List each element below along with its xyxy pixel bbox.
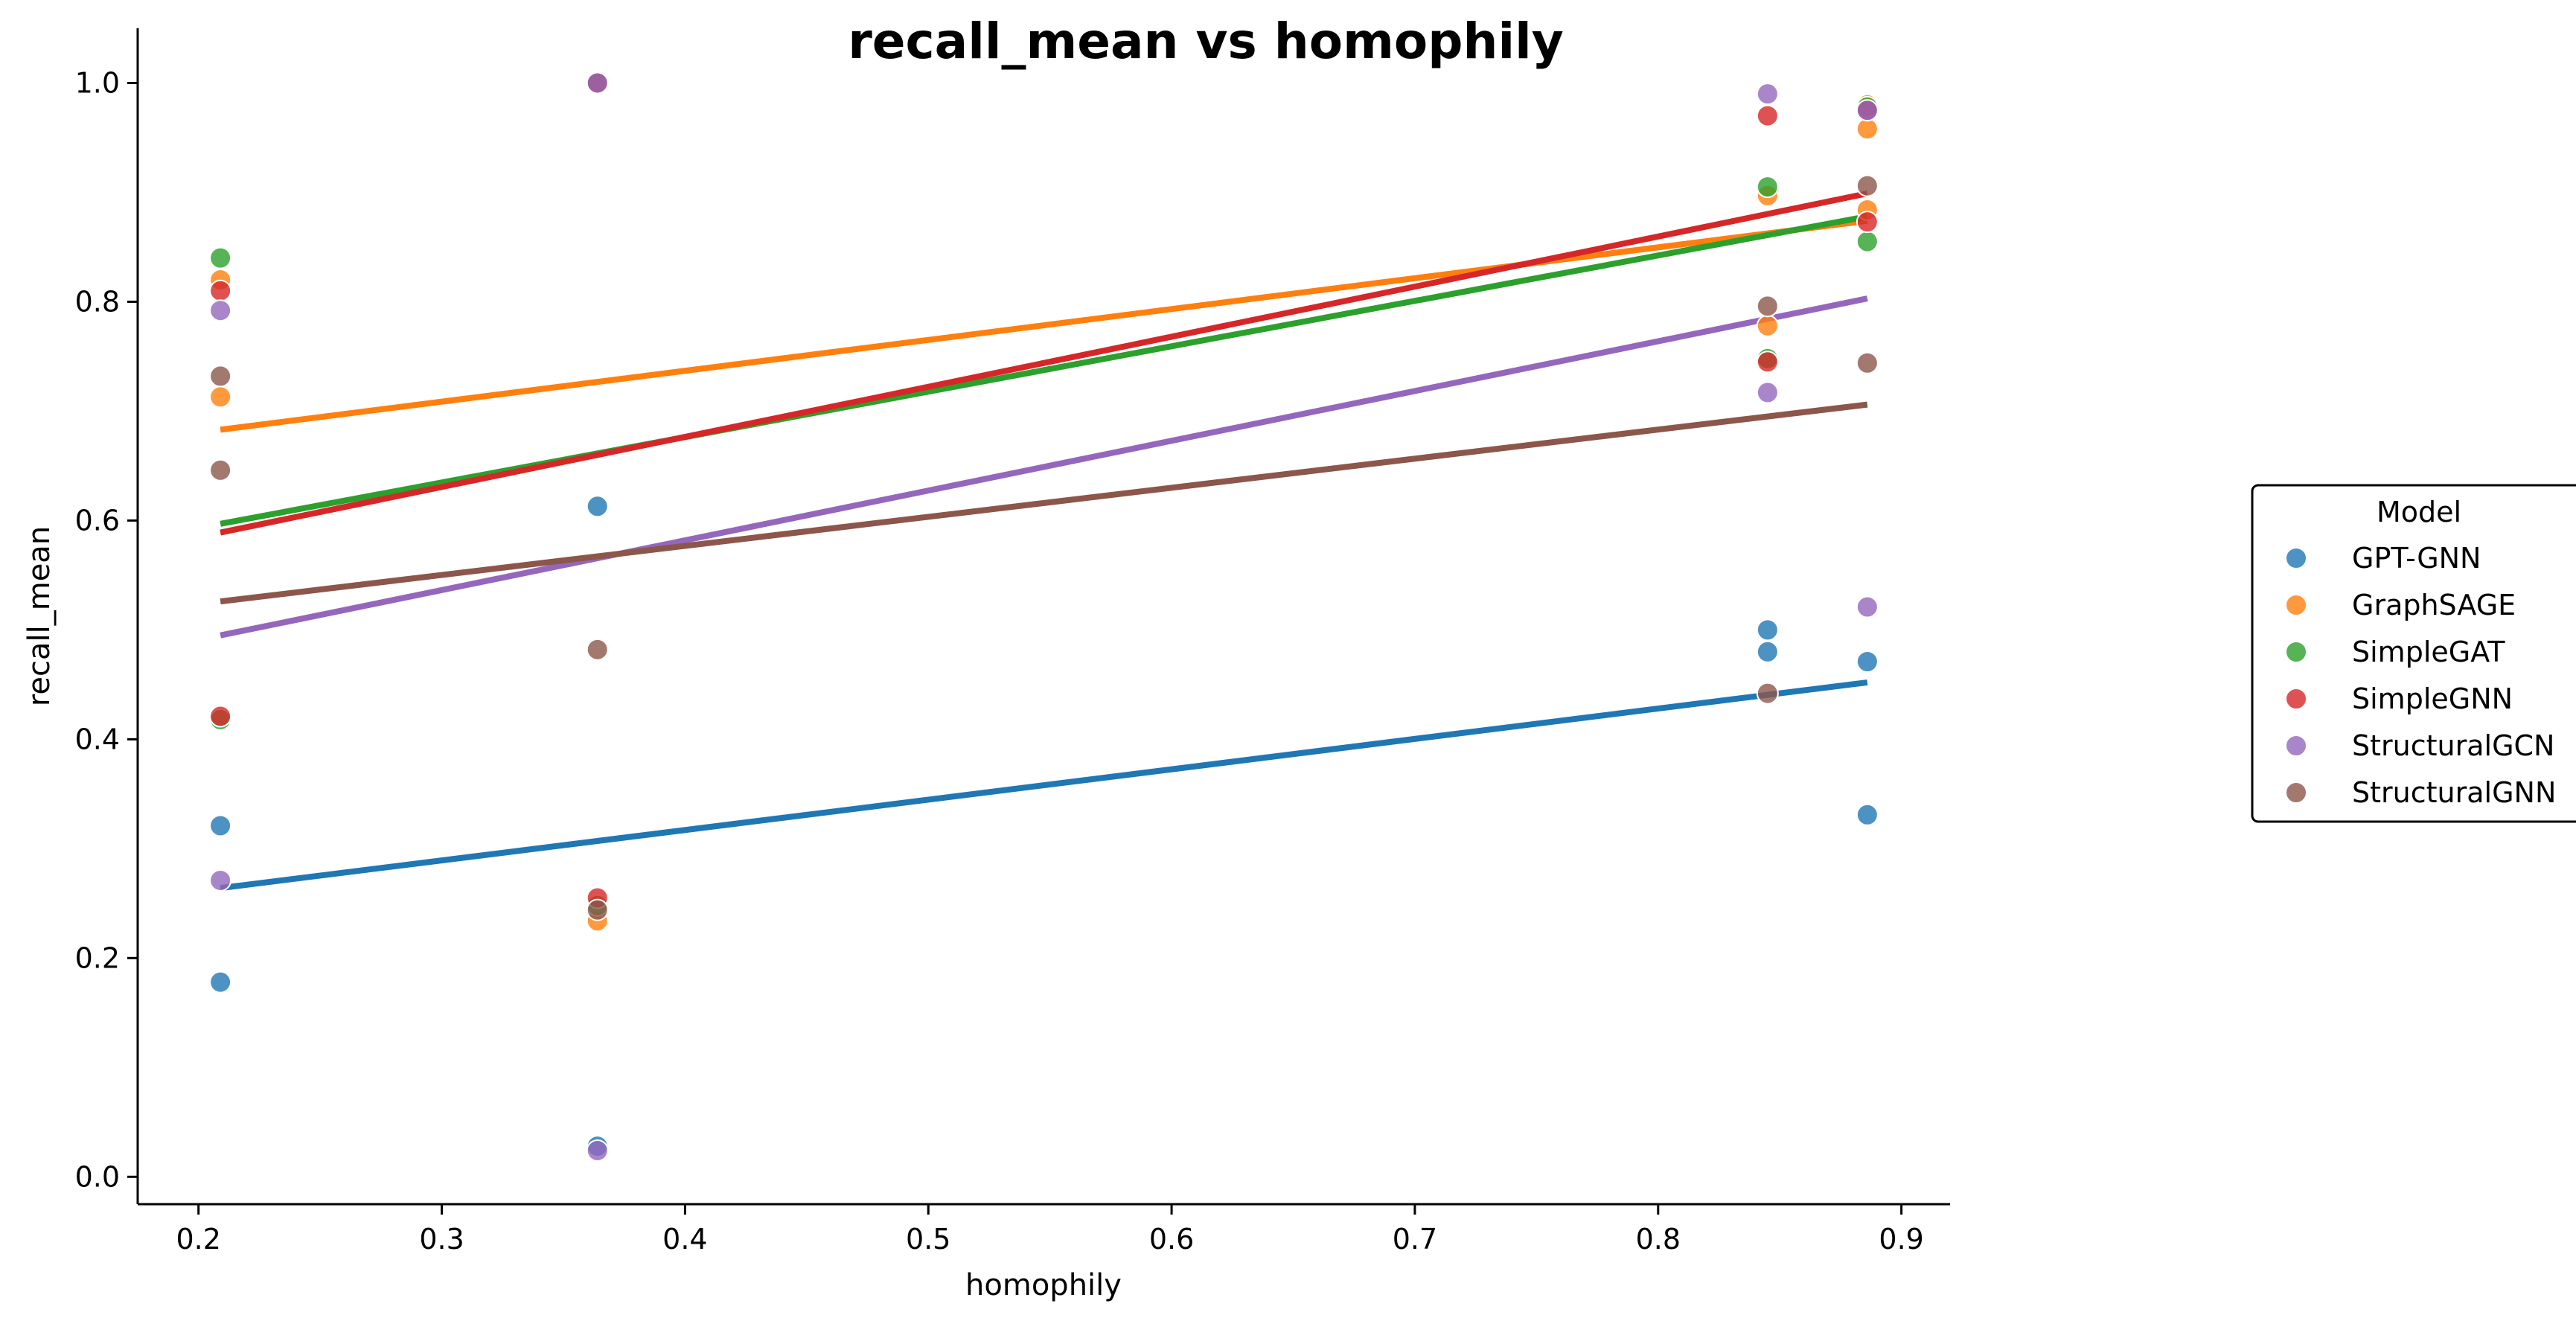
legend-marker-gpt-gnn <box>2285 547 2307 569</box>
y-tick-label: 0.6 <box>75 504 120 537</box>
legend-label-gpt-gnn: GPT-GNN <box>2352 542 2481 575</box>
data-point-structuralgnn <box>586 898 609 921</box>
x-axis-label: homophily <box>965 1268 1122 1302</box>
data-point-graphsage <box>1856 118 1879 141</box>
data-point-structuralgcn <box>1756 83 1779 106</box>
y-tick-label: 0.8 <box>75 285 120 318</box>
data-point-structuralgcn <box>1856 99 1879 122</box>
data-point-simplegnn <box>209 705 232 728</box>
legend-title: Model <box>2377 496 2461 528</box>
data-point-simplegnn <box>1756 104 1779 127</box>
data-point-gpt-gnn <box>1756 618 1779 642</box>
x-tick-label: 0.7 <box>1393 1223 1437 1256</box>
legend: Model GPT-GNN GraphSAGE SimpleGAT SimpleGNN… <box>2251 484 2576 823</box>
data-point-simplegnn <box>1756 351 1779 374</box>
data-point-simplegnn <box>1856 211 1879 234</box>
legend-marker-simplegat <box>2285 641 2307 663</box>
data-point-gpt-gnn <box>1756 640 1779 663</box>
data-point-structuralgnn <box>1756 295 1779 318</box>
trend-line-graphsage <box>220 217 1868 433</box>
data-point-simplegnn <box>209 279 232 302</box>
y-tick-label: 0.0 <box>75 1160 120 1193</box>
legend-label-simplegnn: SimpleGNN <box>2352 682 2513 715</box>
legend-marker-graphsage <box>2285 594 2307 616</box>
data-point-gpt-gnn <box>209 814 232 837</box>
data-point-simplegat <box>1756 176 1779 199</box>
trend-line-structuralgcn <box>220 295 1868 639</box>
legend-items: GPT-GNN GraphSAGE SimpleGAT SimpleGNN Struct… <box>2285 542 2556 809</box>
x-tick-label: 0.9 <box>1879 1223 1923 1256</box>
data-point-structuralgnn <box>1856 351 1879 374</box>
data-point-structuralgcn <box>209 299 232 322</box>
legend-label-graphsage: GraphSAGE <box>2352 589 2516 621</box>
legend-label-structuralgnn: StructuralGNN <box>2352 776 2556 809</box>
legend-label-structuralgcn: StructuralGCN <box>2352 729 2554 762</box>
legend-marker-simplegnn <box>2285 688 2307 710</box>
data-point-simplegat <box>1856 230 1879 253</box>
trend-line-gpt-gnn <box>220 679 1868 892</box>
data-point-structuralgnn <box>209 458 232 482</box>
trend-line-structuralgnn <box>220 401 1868 605</box>
data-point-structuralgcn <box>1756 381 1779 404</box>
plot-area: 0.2 0.3 0.4 0.5 0.6 0.7 0.8 0.9 0.0 0.2 0.4 0.6 0.8… <box>75 28 1950 1256</box>
data-point-structuralgcn <box>1856 595 1879 618</box>
data-point-simplegat <box>209 246 232 269</box>
data-point-structuralgnn <box>1756 682 1779 705</box>
trend-lines <box>220 191 1868 892</box>
data-point-graphsage <box>209 386 232 409</box>
y-tick-label: 1.0 <box>75 66 120 99</box>
data-point-structuralgcn <box>586 71 609 95</box>
x-tick-label: 0.3 <box>419 1223 464 1256</box>
data-point-gpt-gnn <box>209 970 232 994</box>
trend-line-simplegnn <box>220 191 1868 536</box>
y-tick-label: 0.2 <box>75 941 120 974</box>
x-tick-label: 0.4 <box>662 1223 707 1256</box>
y-tick-label: 0.4 <box>75 723 120 755</box>
y-ticks: 0.0 0.2 0.4 0.6 0.8 1.0 <box>75 66 138 1193</box>
data-point-gpt-gnn <box>1856 803 1879 826</box>
legend-frame <box>2251 484 2576 823</box>
data-point-structuralgcn <box>209 869 232 892</box>
data-point-gpt-gnn <box>586 495 609 518</box>
x-tick-label: 0.6 <box>1149 1223 1194 1256</box>
chart-title: recall_mean vs homophily <box>848 13 1563 70</box>
data-point-graphsage <box>1756 314 1779 337</box>
x-tick-label: 0.8 <box>1636 1223 1681 1256</box>
data-point-structuralgnn <box>1856 174 1879 197</box>
legend-marker-structuralgcn <box>2285 735 2307 757</box>
legend-label-simplegat: SimpleGAT <box>2352 636 2505 668</box>
x-tick-label: 0.5 <box>906 1223 950 1256</box>
data-point-structuralgnn <box>209 365 232 388</box>
y-axis-label: recall_mean <box>22 526 57 706</box>
trend-line-simplegat <box>220 213 1868 527</box>
legend-marker-structuralgnn <box>2285 781 2307 804</box>
data-point-structuralgnn <box>586 638 609 661</box>
data-points <box>209 71 1879 1162</box>
x-ticks: 0.2 0.3 0.4 0.5 0.6 0.7 0.8 0.9 <box>176 1204 1924 1256</box>
x-tick-label: 0.2 <box>176 1223 220 1256</box>
data-point-structuralgcn <box>586 1139 609 1162</box>
data-point-gpt-gnn <box>1856 650 1879 673</box>
